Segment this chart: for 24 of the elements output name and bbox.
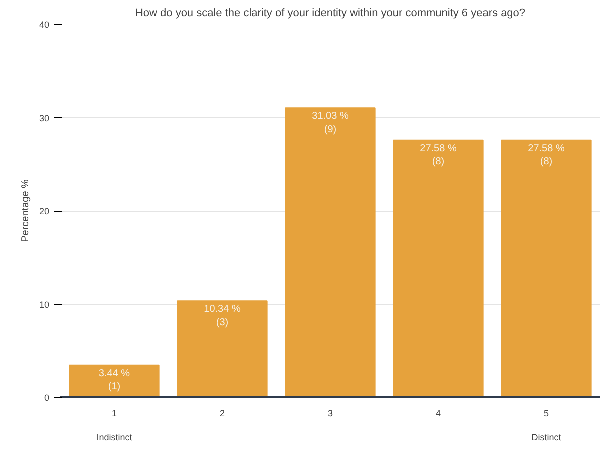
chart-title: How do you scale the clarity of your identity within your community 6 years ago? bbox=[135, 8, 526, 20]
data-label: 27.58 % (8) bbox=[528, 143, 565, 168]
x-tick-label: 3 bbox=[328, 408, 334, 418]
data-label: 31.03 % (9) bbox=[312, 111, 349, 136]
bar bbox=[177, 300, 268, 398]
text: Indistinct bbox=[96, 432, 133, 442]
y-tick-label: 10 bbox=[39, 300, 50, 310]
bar bbox=[285, 108, 376, 398]
x-tick-label: 5 bbox=[544, 408, 550, 418]
y-tick-label: 40 bbox=[39, 20, 50, 30]
bar bbox=[69, 364, 160, 398]
y-tick-label: 0 bbox=[44, 393, 50, 403]
data-label: 3.44 % (1) bbox=[98, 368, 130, 393]
y-axis-title: Percentage % bbox=[20, 179, 32, 242]
data-label: 10.34 % (3) bbox=[204, 304, 241, 328]
bar bbox=[393, 140, 484, 398]
data-label: 27.58 % (8) bbox=[420, 143, 457, 168]
text: Distinct bbox=[532, 432, 562, 442]
y-tick-label: 20 bbox=[39, 206, 50, 216]
x-tick-label: 1 bbox=[112, 408, 118, 418]
x-tick-label: 2 bbox=[220, 408, 226, 418]
x-tick-label: 4 bbox=[436, 408, 442, 418]
bar bbox=[501, 140, 592, 398]
y-tick-label: 30 bbox=[39, 113, 50, 124]
